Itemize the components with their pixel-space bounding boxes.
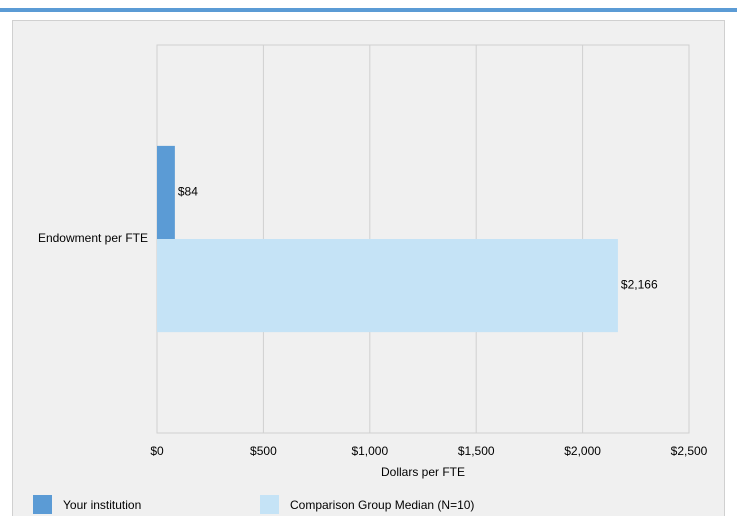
value-label: $84 (178, 185, 198, 199)
x-tick-label: $2,000 (564, 444, 601, 458)
x-tick-label: $2,500 (671, 444, 708, 458)
bar (157, 145, 175, 239)
x-tick-label: $0 (150, 444, 164, 458)
value-label: $2,166 (621, 278, 658, 292)
legend-label: Comparison Group Median (N=10) (290, 498, 474, 512)
x-tick-label: $500 (250, 444, 277, 458)
y-tick-label: Endowment per FTE (38, 231, 148, 245)
legend-label: Your institution (63, 498, 141, 512)
legend-swatch (33, 495, 52, 514)
x-tick-label: $1,500 (458, 444, 495, 458)
legend-swatch (260, 495, 279, 514)
top-bar (0, 8, 737, 12)
bar (157, 239, 618, 333)
x-axis-label: Dollars per FTE (381, 465, 465, 479)
x-tick-label: $1,000 (351, 444, 388, 458)
